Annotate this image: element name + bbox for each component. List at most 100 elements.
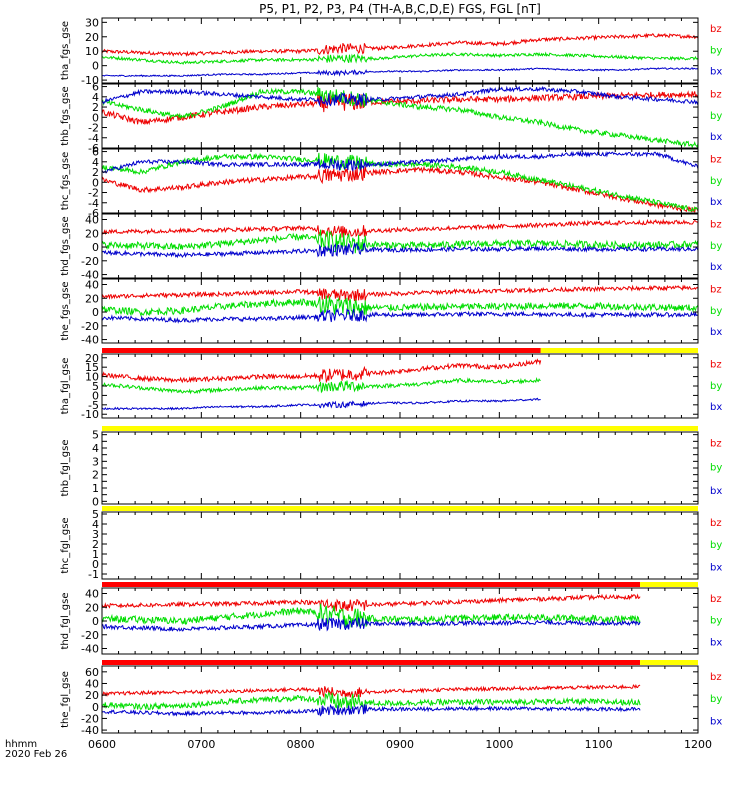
y-tick-label: 20 bbox=[85, 31, 99, 44]
mode-bar-yellow bbox=[540, 348, 698, 353]
series-line-bx bbox=[101, 307, 699, 324]
y-tick-label: -40 bbox=[81, 334, 99, 347]
series-line-bz bbox=[101, 218, 699, 239]
legend-bz: bz bbox=[710, 594, 722, 605]
series-line-by bbox=[101, 377, 541, 395]
legend-by: by bbox=[710, 540, 722, 551]
legend-bz: bz bbox=[710, 518, 722, 529]
legend-bz: bz bbox=[710, 285, 722, 296]
y-tick-label: 6 bbox=[92, 81, 99, 94]
y-tick-label: 40 bbox=[85, 588, 99, 601]
y-tick-label: 0 bbox=[92, 558, 99, 571]
x-tick-label: 0600 bbox=[88, 738, 116, 751]
series-line-bz bbox=[101, 683, 641, 699]
series-line-by bbox=[101, 295, 699, 318]
series-line-by bbox=[101, 51, 699, 66]
y-tick-label: -20 bbox=[81, 320, 99, 333]
y-tick-label: 4 bbox=[92, 518, 99, 531]
y-tick-label: 4 bbox=[92, 156, 99, 169]
y-tick-label: 4 bbox=[92, 442, 99, 455]
y-tick-label: -6 bbox=[88, 142, 99, 155]
mode-bar-yellow bbox=[640, 660, 698, 665]
y-tick-label: 5 bbox=[92, 429, 99, 442]
legend-bx: bx bbox=[710, 67, 722, 78]
y-tick-label: 1 bbox=[92, 548, 99, 561]
legend-bz: bz bbox=[710, 24, 722, 35]
y-axis-label: the_fgs_gse bbox=[60, 281, 71, 340]
x-tick-label: 1000 bbox=[485, 738, 513, 751]
y-tick-label: 20 bbox=[85, 689, 99, 702]
date-label: 2020 Feb 26 bbox=[5, 749, 67, 760]
y-tick-label: -10 bbox=[81, 74, 99, 87]
legend-by: by bbox=[710, 306, 722, 317]
mode-bar-yellow bbox=[102, 426, 698, 431]
series-line-by bbox=[101, 152, 699, 213]
y-tick-label: -40 bbox=[81, 269, 99, 282]
y-tick-label: 0 bbox=[92, 701, 99, 714]
panel-frame bbox=[101, 17, 699, 84]
x-tick-label: 1100 bbox=[585, 738, 613, 751]
legend-by: by bbox=[710, 45, 722, 56]
legend-bz: bz bbox=[710, 155, 722, 166]
y-tick-label: 4 bbox=[92, 91, 99, 104]
legend-by: by bbox=[710, 111, 722, 122]
y-axis-label: thc_fgl_gse bbox=[60, 517, 71, 573]
y-tick-label: 2 bbox=[92, 101, 99, 114]
y-axis-label: thc_fgs_gse bbox=[60, 152, 71, 211]
x-tick-label: 0800 bbox=[287, 738, 315, 751]
x-axis: 0600 0700 0800 0900 1000 1100 1200 bbox=[88, 738, 712, 751]
y-tick-label: 10 bbox=[85, 371, 99, 384]
series-line-by bbox=[101, 86, 699, 149]
y-tick-label: -4 bbox=[88, 132, 99, 145]
series-line-bz bbox=[101, 284, 699, 302]
y-tick-label: -5 bbox=[88, 399, 99, 412]
y-tick-label: 2 bbox=[92, 166, 99, 179]
y-tick-label: 5 bbox=[92, 380, 99, 393]
legend-bz: bz bbox=[710, 360, 722, 371]
legend-by: by bbox=[710, 694, 722, 705]
x-tick-label: 0900 bbox=[386, 738, 414, 751]
y-axis-label: thb_fgl_gse bbox=[60, 440, 71, 497]
series-line-bz bbox=[101, 32, 699, 57]
time-unit-label: hhmm bbox=[5, 739, 37, 750]
y-axis-label: the_fgl_gse bbox=[60, 671, 71, 728]
y-tick-label: 5 bbox=[92, 508, 99, 521]
y-tick-label: 0 bbox=[92, 615, 99, 628]
legend-bz: bz bbox=[710, 90, 722, 101]
y-tick-label: 3 bbox=[92, 455, 99, 468]
y-tick-label: 15 bbox=[85, 361, 99, 374]
y-tick-label: 0 bbox=[92, 389, 99, 402]
series-line-bx bbox=[101, 67, 699, 78]
y-tick-label: -20 bbox=[81, 712, 99, 725]
y-tick-label: 40 bbox=[85, 214, 99, 227]
series-line-bz bbox=[101, 358, 542, 384]
y-tick-label: 40 bbox=[85, 677, 99, 690]
mode-bar-red bbox=[102, 582, 641, 587]
mode-bar-yellow bbox=[102, 506, 698, 511]
y-tick-label: 10 bbox=[85, 45, 99, 58]
legend-bx: bx bbox=[710, 402, 722, 413]
y-axis-label: thd_fgs_gse bbox=[60, 216, 71, 275]
plot-title: P5, P1, P2, P3, P4 (TH-A,B,C,D,E) FGS, F… bbox=[259, 2, 541, 16]
legend-bx: bx bbox=[710, 197, 722, 208]
series-line-bz bbox=[101, 165, 699, 213]
series-line-by bbox=[101, 229, 699, 254]
y-tick-label: 1 bbox=[92, 482, 99, 495]
y-tick-label: 2 bbox=[92, 538, 99, 551]
y-axis-label: thb_fgs_gse bbox=[60, 86, 71, 145]
legend-bx: bx bbox=[710, 132, 722, 143]
legend-by: by bbox=[710, 241, 722, 252]
series-line-by bbox=[101, 691, 641, 712]
y-tick-label: 2 bbox=[92, 469, 99, 482]
legend-bx: bx bbox=[710, 637, 722, 648]
series-line-bx bbox=[101, 242, 699, 259]
y-tick-label: -10 bbox=[81, 408, 99, 421]
